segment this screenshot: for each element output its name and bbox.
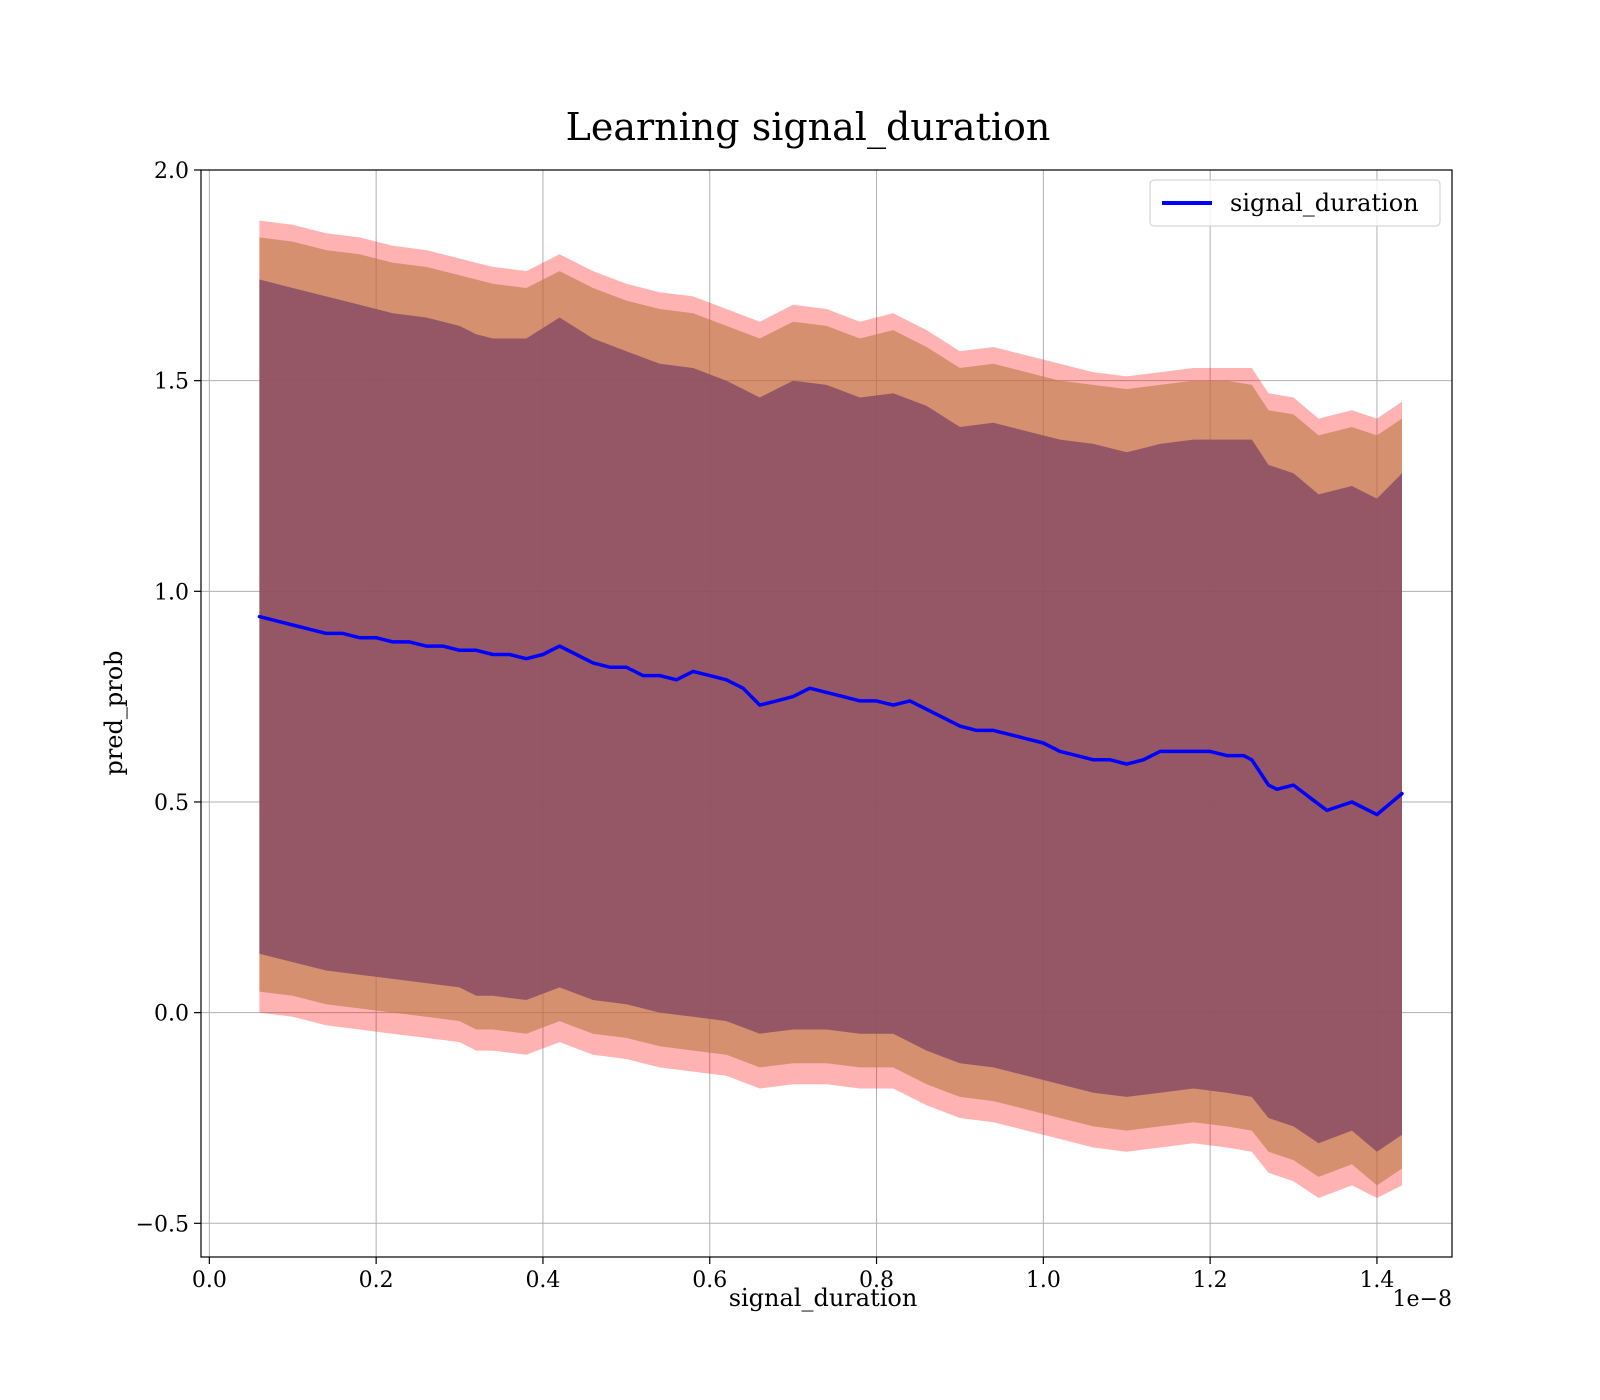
x-axis-label: signal_duration — [729, 1284, 918, 1312]
x-axis-ticks: 0.0 0.2 0.4 0.6 0.8 1.0 1.2 1.4 — [192, 1257, 1394, 1293]
x-tick-label: 0.4 — [525, 1268, 560, 1293]
x-tick-label: 0.0 — [192, 1268, 227, 1293]
legend-box — [1149, 179, 1441, 227]
series-line — [257, 614, 1404, 817]
y-tick-label: 0.0 — [154, 1002, 189, 1027]
legend-label: signal_duration — [1230, 189, 1419, 217]
confidence-band — [259, 279, 1402, 1152]
y-tick-label: 2.0 — [154, 159, 189, 184]
series-lines — [257, 614, 1404, 817]
y-tick-label: 1.0 — [154, 580, 189, 605]
legend: signal_duration — [1149, 179, 1441, 227]
y-tick-label: 1.5 — [154, 370, 189, 395]
x-tick-label: 0.6 — [692, 1268, 727, 1293]
y-tick-label: 0.5 — [154, 791, 189, 816]
x-tick-label: 1.4 — [1359, 1268, 1394, 1293]
y-tick-label: −0.5 — [136, 1212, 189, 1237]
chart-title: Learning signal_duration — [566, 105, 1051, 150]
x-tick-label: 1.0 — [1026, 1268, 1061, 1293]
y-axis-ticks: −0.5 0.0 0.5 1.0 1.5 2.0 — [136, 159, 201, 1237]
confidence-bands — [259, 220, 1402, 1199]
x-tick-label: 0.2 — [359, 1268, 394, 1293]
x-axis-offset-label: 1e−8 — [1393, 1287, 1452, 1312]
plot-frame — [200, 169, 1453, 1258]
x-tick-label: 1.2 — [1193, 1268, 1228, 1293]
x-tick-label: 0.8 — [859, 1268, 894, 1293]
y-axis-label: pred_prob — [100, 650, 128, 775]
